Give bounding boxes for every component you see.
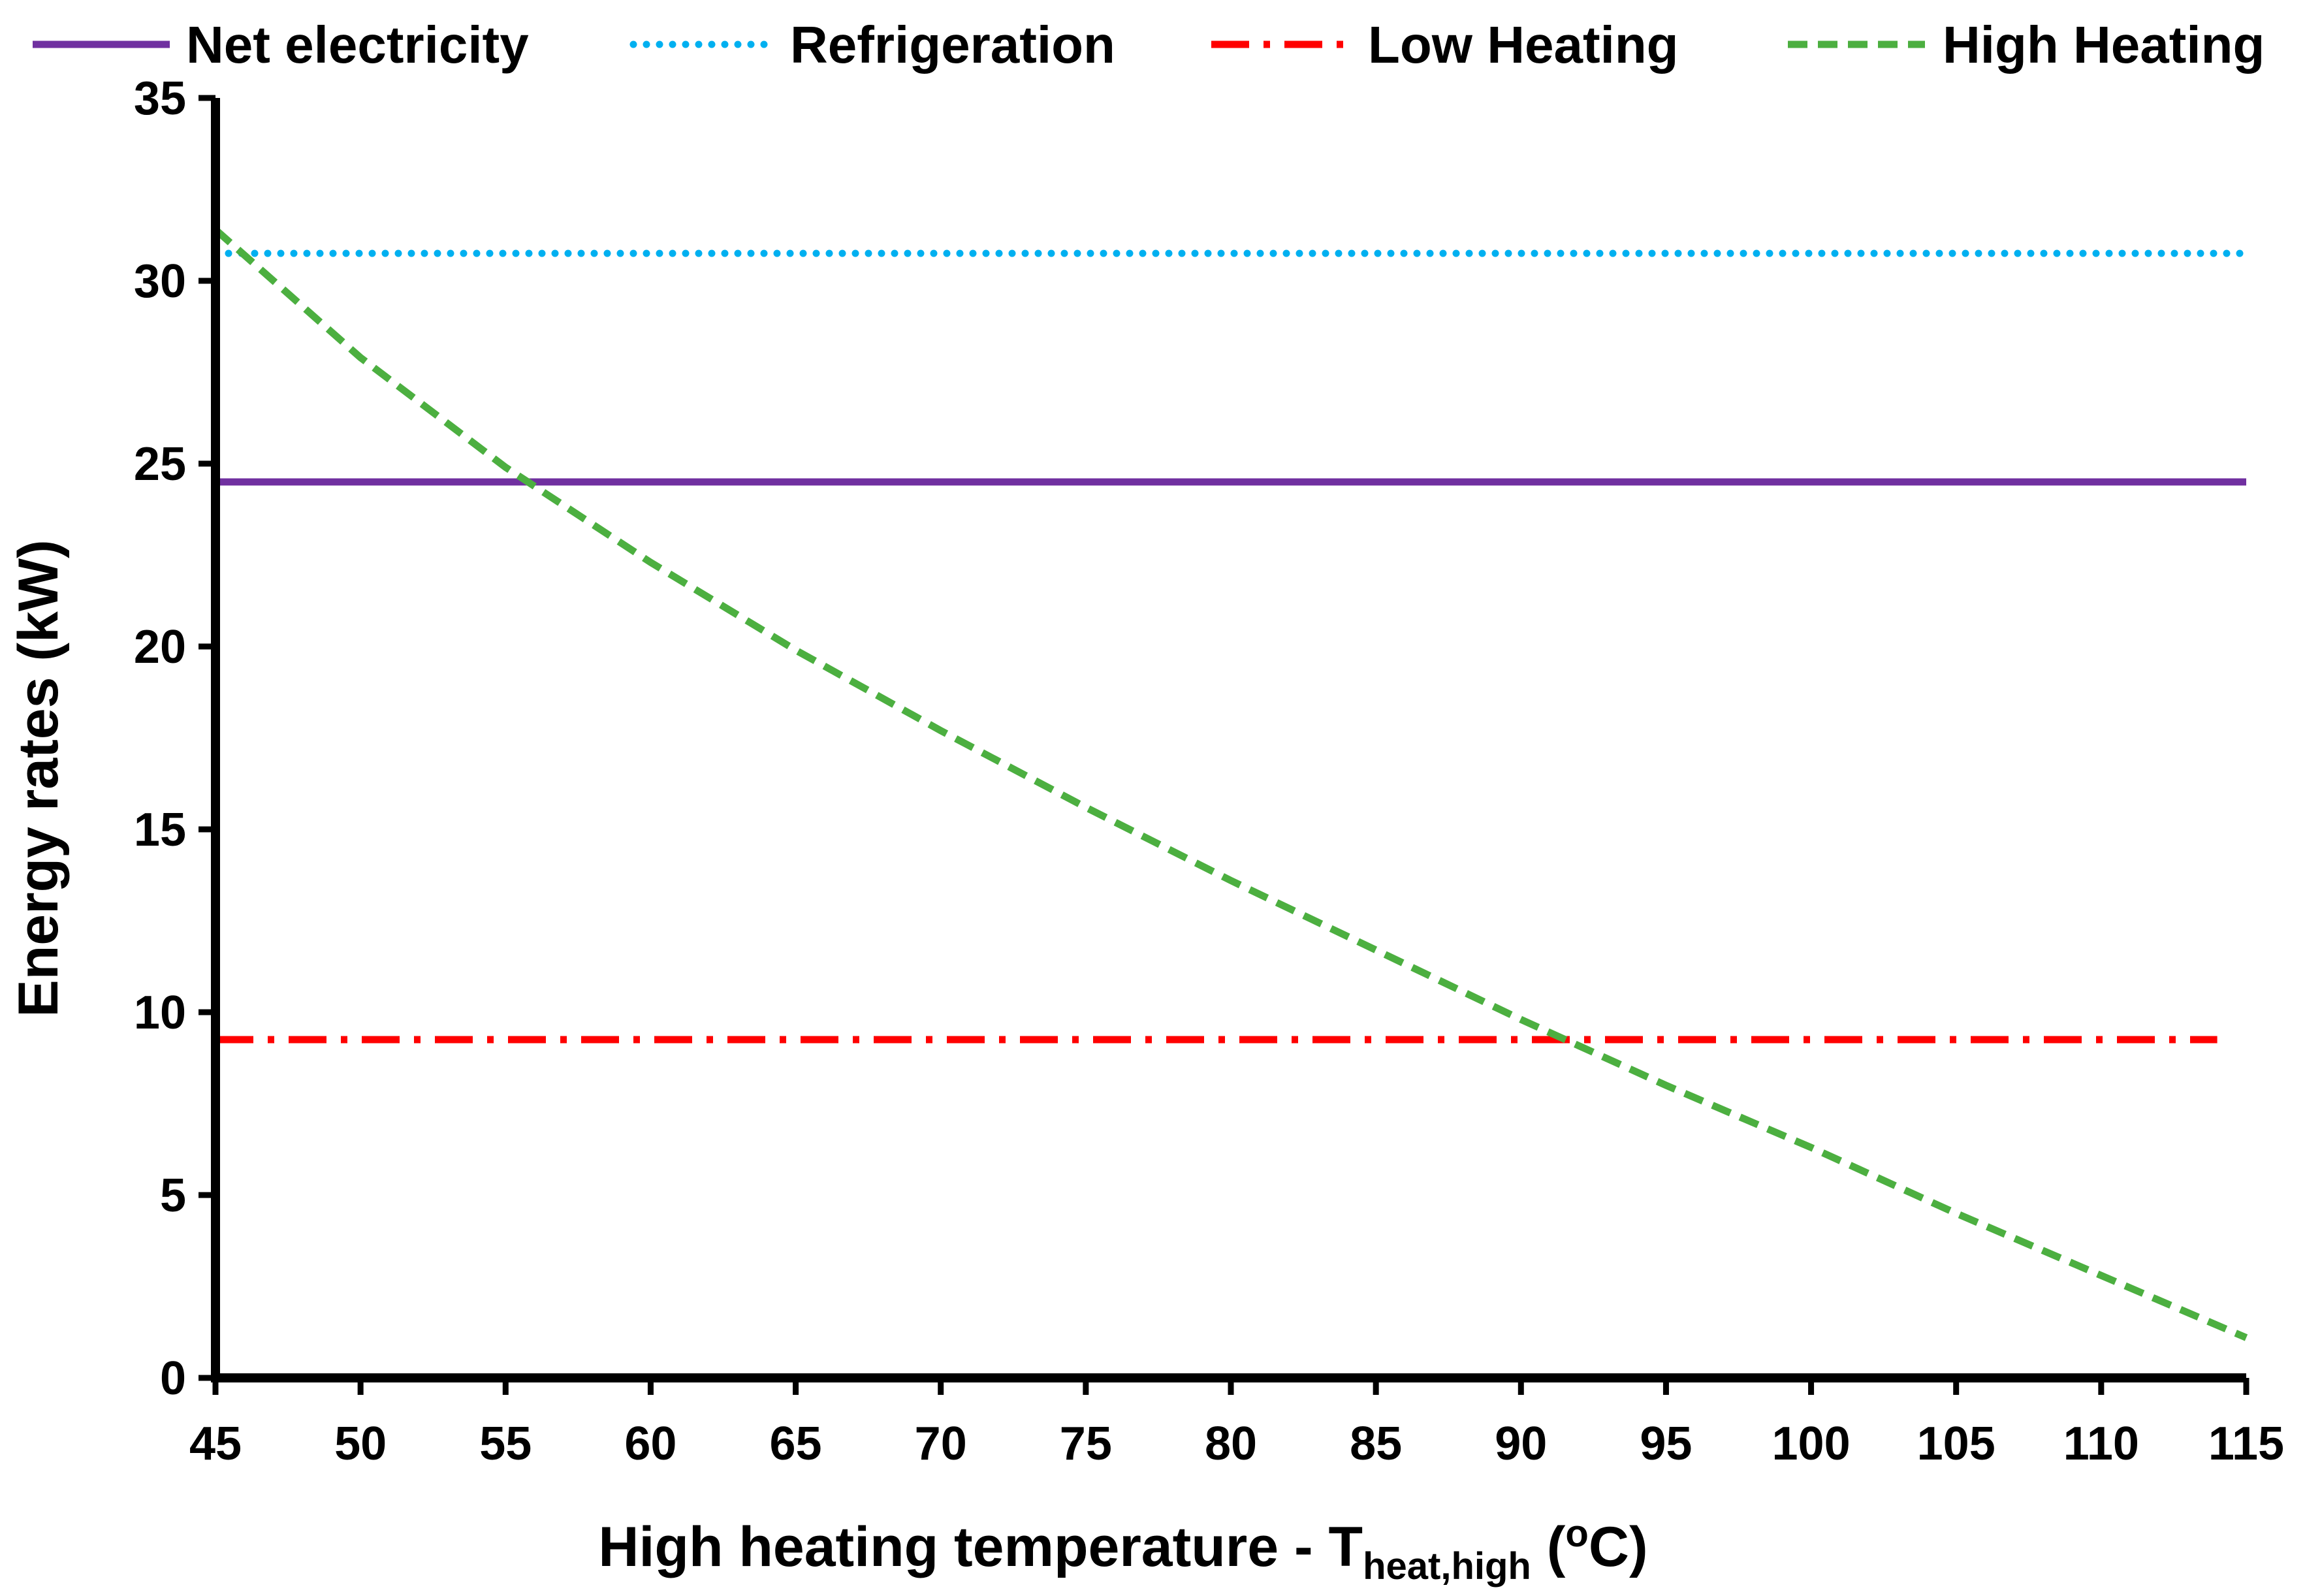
x-axis-title-unit-close: C): [1589, 1516, 1648, 1578]
legend-item-low-heating: Low Heating: [1211, 16, 1679, 74]
legend-item-refrigeration: Refrigeration: [629, 16, 1115, 74]
x-tick-label: 95: [1640, 1418, 1692, 1470]
x-axis-title: High heating temperature - Theat,high (o…: [598, 1512, 1647, 1588]
plot-area: [212, 227, 2250, 1341]
x-tick-label: 100: [1772, 1418, 1851, 1470]
y-axis-title: Energy rates (kW): [7, 539, 70, 1017]
x-axis-title-subscript: heat,high: [1363, 1545, 1531, 1588]
y-tick-label: 0: [160, 1352, 186, 1405]
ticks: 0 5 10 15 20 25 30 35 45 50 55 60 65 70 75 80 85 90 95 100 1…: [134, 72, 2284, 1470]
x-tick-label: 75: [1060, 1418, 1112, 1470]
legend-label-refrigeration: Refrigeration: [790, 16, 1115, 74]
series-high-heating-line: [213, 227, 2248, 1341]
y-tick-label: 20: [134, 621, 186, 673]
y-tick-label: 25: [134, 438, 186, 490]
x-tick-label: 50: [334, 1418, 387, 1470]
x-tick-label: 45: [189, 1418, 242, 1470]
x-tick-label: 115: [2208, 1418, 2284, 1470]
axes: [211, 98, 2246, 1382]
legend-label-low-heating: Low Heating: [1368, 16, 1679, 74]
legend-label-net-electricity: Net electricity: [186, 16, 529, 74]
x-tick-label: 65: [770, 1418, 822, 1470]
x-tick-label: 70: [915, 1418, 967, 1470]
y-tick-label: 15: [134, 804, 186, 856]
legend-item-net-electricity: Net electricity: [33, 16, 529, 74]
y-tick-label: 35: [134, 72, 186, 125]
y-tick-label: 30: [134, 255, 186, 308]
legend-label-high-heating: High Heating: [1943, 16, 2265, 74]
x-tick-label: 85: [1350, 1418, 1402, 1470]
x-tick-label: 105: [1917, 1418, 1995, 1470]
x-axis-title-main: High heating temperature - T: [598, 1516, 1363, 1578]
x-tick-label: 80: [1205, 1418, 1257, 1470]
y-tick-label: 5: [160, 1170, 186, 1222]
x-tick-label: 90: [1495, 1418, 1547, 1470]
x-tick-label: 60: [624, 1418, 676, 1470]
x-tick-label: 110: [2063, 1418, 2139, 1470]
y-tick-label: 10: [134, 987, 186, 1039]
x-axis-title-unit-open: (: [1531, 1516, 1566, 1578]
legend-item-high-heating: High Heating: [1788, 16, 2265, 74]
x-tick-label: 55: [479, 1418, 532, 1470]
x-axis-title-superscript: o: [1565, 1512, 1588, 1555]
legend: Net electricity Refrigeration Low Heating H…: [33, 16, 2265, 74]
